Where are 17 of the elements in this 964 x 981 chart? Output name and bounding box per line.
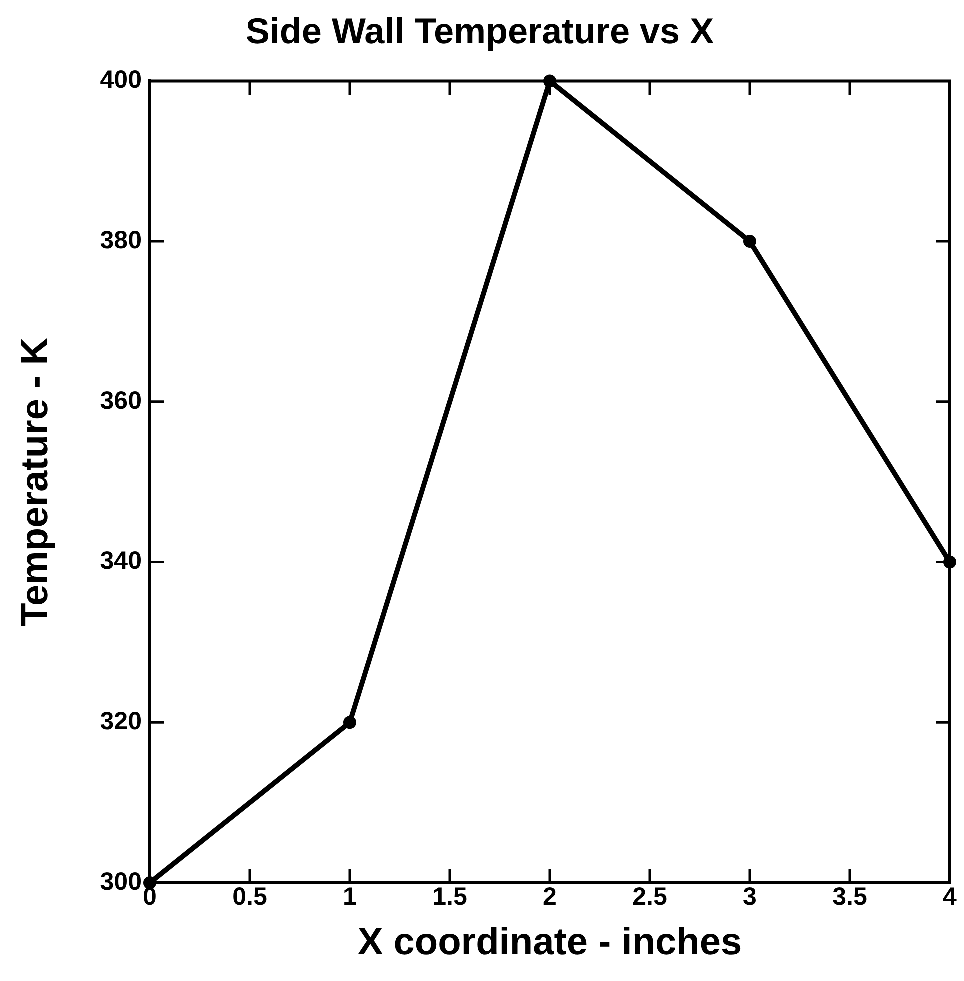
y-tick-label: 300 (100, 868, 142, 896)
x-tick-label: 3 (743, 882, 757, 911)
y-tick-label: 380 (100, 226, 142, 254)
x-tick-label: 2.5 (632, 882, 668, 911)
x-tick-label: 1 (343, 882, 358, 911)
x-tick-label: 3.5 (832, 882, 868, 911)
x-tick-label: 2 (543, 882, 557, 911)
y-axis-title: Temperature - K (14, 337, 56, 626)
chart-title: Side Wall Temperature vs X (246, 10, 714, 52)
x-tick-label: 4 (943, 882, 958, 911)
y-tick-label: 320 (100, 708, 142, 736)
y-tick-label: 400 (100, 66, 142, 94)
x-tick-label: 0.5 (232, 882, 268, 911)
y-tick-label: 360 (100, 386, 142, 415)
y-tick-label: 340 (100, 547, 142, 576)
x-tick-label: 1.5 (432, 882, 468, 911)
x-axis-title: X coordinate - inches (358, 922, 742, 964)
